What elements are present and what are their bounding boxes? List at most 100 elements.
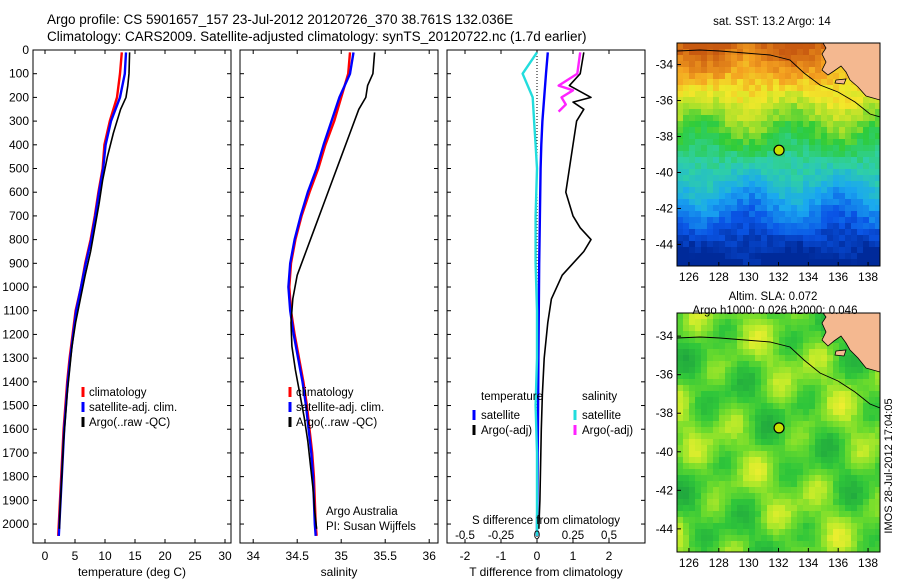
map-cell xyxy=(683,121,690,128)
map-cell xyxy=(767,223,774,230)
map-cell xyxy=(707,415,714,422)
map-cell xyxy=(857,211,864,218)
map-cell xyxy=(773,391,780,398)
map-cell xyxy=(833,511,840,518)
map-cell xyxy=(785,151,792,158)
map-cell xyxy=(743,373,750,380)
map-cell xyxy=(761,199,768,206)
map-cell xyxy=(785,373,792,380)
map-cell xyxy=(827,391,834,398)
map-cell xyxy=(719,451,726,458)
map-cell xyxy=(755,163,762,170)
map-cell xyxy=(857,427,864,434)
map-cell xyxy=(779,499,786,506)
temp-xtick-label: 0 xyxy=(42,549,49,563)
map-cell xyxy=(815,427,822,434)
map-cell xyxy=(815,385,822,392)
map-lat-label: -44 xyxy=(656,237,674,251)
map-cell xyxy=(683,415,690,422)
map-cell xyxy=(695,403,702,410)
map-cell xyxy=(863,235,870,242)
map-cell xyxy=(791,109,798,116)
map-cell xyxy=(791,379,798,386)
map-cell xyxy=(689,49,696,56)
map-cell xyxy=(839,379,846,386)
map-cell xyxy=(707,373,714,380)
map-cell xyxy=(863,481,870,488)
map-cell xyxy=(779,457,786,464)
map-cell xyxy=(839,487,846,494)
map-cell xyxy=(683,517,690,524)
map-cell xyxy=(875,385,880,392)
map-cell xyxy=(785,409,792,416)
map-cell xyxy=(857,457,864,464)
map-cell xyxy=(797,493,804,500)
map-cell xyxy=(845,391,852,398)
map-cell xyxy=(833,409,840,416)
map-cell xyxy=(701,103,708,110)
map-cell xyxy=(725,55,732,62)
map-cell xyxy=(737,43,744,50)
map-cell xyxy=(833,97,840,104)
map-cell xyxy=(803,247,810,254)
map-cell xyxy=(695,445,702,452)
map-cell xyxy=(851,439,858,446)
map-cell xyxy=(731,91,738,98)
map-cell xyxy=(749,163,756,170)
map-cell xyxy=(875,439,880,446)
map-cell xyxy=(839,541,846,548)
map-cell xyxy=(695,43,702,50)
map-cell xyxy=(863,379,870,386)
map-cell xyxy=(743,397,750,404)
map-cell xyxy=(737,481,744,488)
map-cell xyxy=(689,223,696,230)
depth-tick-label: 1500 xyxy=(2,399,29,413)
map-cell xyxy=(761,463,768,470)
map-cell xyxy=(749,445,756,452)
map-cell xyxy=(821,151,828,158)
map-cell xyxy=(767,133,774,140)
map-cell xyxy=(839,97,846,104)
map-cell xyxy=(797,439,804,446)
map-cell xyxy=(839,217,846,224)
map-cell xyxy=(833,163,840,170)
map-cell xyxy=(737,475,744,482)
map-cell xyxy=(773,331,780,338)
map-cell xyxy=(677,115,684,122)
map-cell xyxy=(785,223,792,230)
map-cell xyxy=(833,187,840,194)
map-cell xyxy=(677,517,684,524)
map-cell xyxy=(689,73,696,80)
map-cell xyxy=(821,223,828,230)
map-cell xyxy=(743,157,750,164)
map-cell xyxy=(773,355,780,362)
map-cell xyxy=(869,517,876,524)
map-cell xyxy=(701,313,708,320)
map-cell xyxy=(743,505,750,512)
map-cell xyxy=(809,163,816,170)
map-cell xyxy=(737,391,744,398)
map-cell xyxy=(809,175,816,182)
map-cell xyxy=(683,199,690,206)
map-cell xyxy=(809,535,816,542)
map-cell xyxy=(689,439,696,446)
map-cell xyxy=(731,55,738,62)
map-cell xyxy=(701,133,708,140)
map-cell xyxy=(785,451,792,458)
map-cell xyxy=(725,133,732,140)
map-cell xyxy=(779,181,786,188)
map-cell xyxy=(857,517,864,524)
map-cell xyxy=(803,355,810,362)
map-cell xyxy=(809,499,816,506)
map-cell xyxy=(755,49,762,56)
map-cell xyxy=(731,469,738,476)
map-cell xyxy=(773,415,780,422)
map-cell xyxy=(773,73,780,80)
map-cell xyxy=(701,241,708,248)
map-cell xyxy=(845,379,852,386)
map-cell xyxy=(779,481,786,488)
map-cell xyxy=(863,403,870,410)
map-cell xyxy=(809,97,816,104)
map-cell xyxy=(773,493,780,500)
map-cell xyxy=(767,451,774,458)
